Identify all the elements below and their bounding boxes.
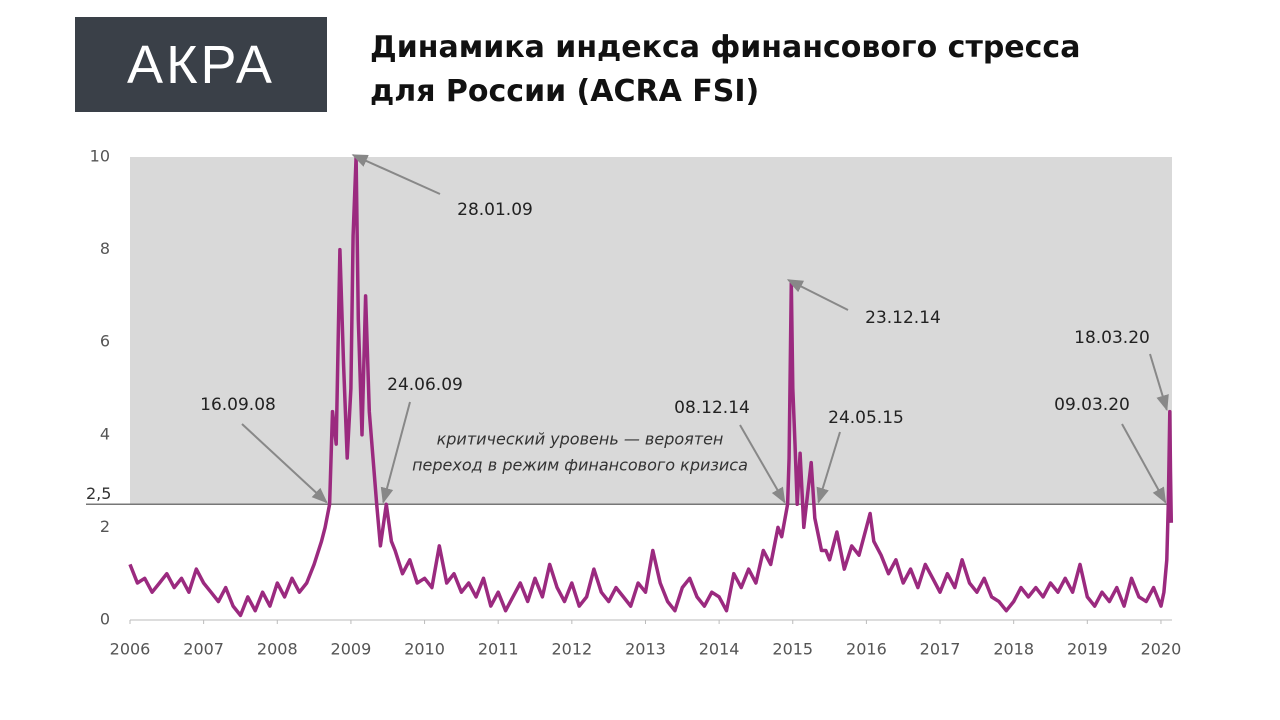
annotation-arrow bbox=[380, 401, 411, 504]
y-tick-label: 0 bbox=[100, 610, 110, 629]
y-tick-label: 2,5 bbox=[86, 484, 111, 503]
annotation-label: 08.12.14 bbox=[674, 398, 750, 418]
annotation-arrow bbox=[241, 423, 328, 504]
x-tick-label: 2010 bbox=[404, 640, 445, 659]
annotation-arrow bbox=[1149, 353, 1169, 412]
logo-text: АКРА bbox=[127, 34, 275, 95]
y-tick-label: 8 bbox=[100, 239, 110, 258]
annotation-label: 23.12.14 bbox=[865, 308, 941, 328]
annotation-arrow bbox=[739, 424, 786, 504]
annotation-arrow bbox=[816, 431, 841, 504]
crisis-zone bbox=[130, 157, 1172, 505]
fsi-line bbox=[128, 155, 1174, 618]
x-tick-label: 2006 bbox=[110, 640, 151, 659]
chart-title: Динамика индекса финансового стресса для… bbox=[370, 26, 1080, 114]
x-tick-label: 2017 bbox=[920, 640, 961, 659]
title-line: для России (ACRA FSI) bbox=[370, 74, 760, 109]
x-tick-label: 2018 bbox=[993, 640, 1034, 659]
x-tick-label: 2008 bbox=[257, 640, 298, 659]
annotation-arrow bbox=[786, 279, 849, 311]
y-tick-label: 2 bbox=[100, 517, 110, 536]
x-tick-label: 2007 bbox=[183, 640, 224, 659]
x-tick-label: 2014 bbox=[699, 640, 740, 659]
title-line: Динамика индекса финансового стресса bbox=[370, 30, 1081, 65]
annotation-label: 16.09.08 bbox=[200, 395, 276, 415]
x-tick-label: 2009 bbox=[331, 640, 372, 659]
reference-label: критический уровень — вероятен bbox=[437, 430, 724, 449]
y-tick-label: 10 bbox=[90, 147, 110, 166]
x-tick-label: 2011 bbox=[478, 640, 519, 659]
annotation-arrow bbox=[1121, 423, 1167, 504]
reference-label: переход в режим финансового кризиса bbox=[412, 456, 748, 475]
x-tick-label: 2019 bbox=[1067, 640, 1108, 659]
y-tick-label: 6 bbox=[100, 332, 110, 351]
x-tick-label: 2015 bbox=[772, 640, 813, 659]
x-tick-label: 2020 bbox=[1141, 640, 1182, 659]
y-tick-label: 4 bbox=[100, 424, 110, 443]
x-tick-label: 2013 bbox=[625, 640, 666, 659]
logo: АКРА bbox=[75, 17, 327, 112]
annotation-arrow bbox=[351, 154, 441, 195]
x-tick-label: 2012 bbox=[551, 640, 592, 659]
x-tick-label: 2016 bbox=[846, 640, 887, 659]
annotation-label: 09.03.20 bbox=[1054, 395, 1130, 415]
annotation-label: 24.05.15 bbox=[828, 408, 904, 428]
annotation-label: 24.06.09 bbox=[387, 375, 463, 395]
annotation-label: 28.01.09 bbox=[457, 200, 533, 220]
annotation-label: 18.03.20 bbox=[1074, 328, 1150, 348]
